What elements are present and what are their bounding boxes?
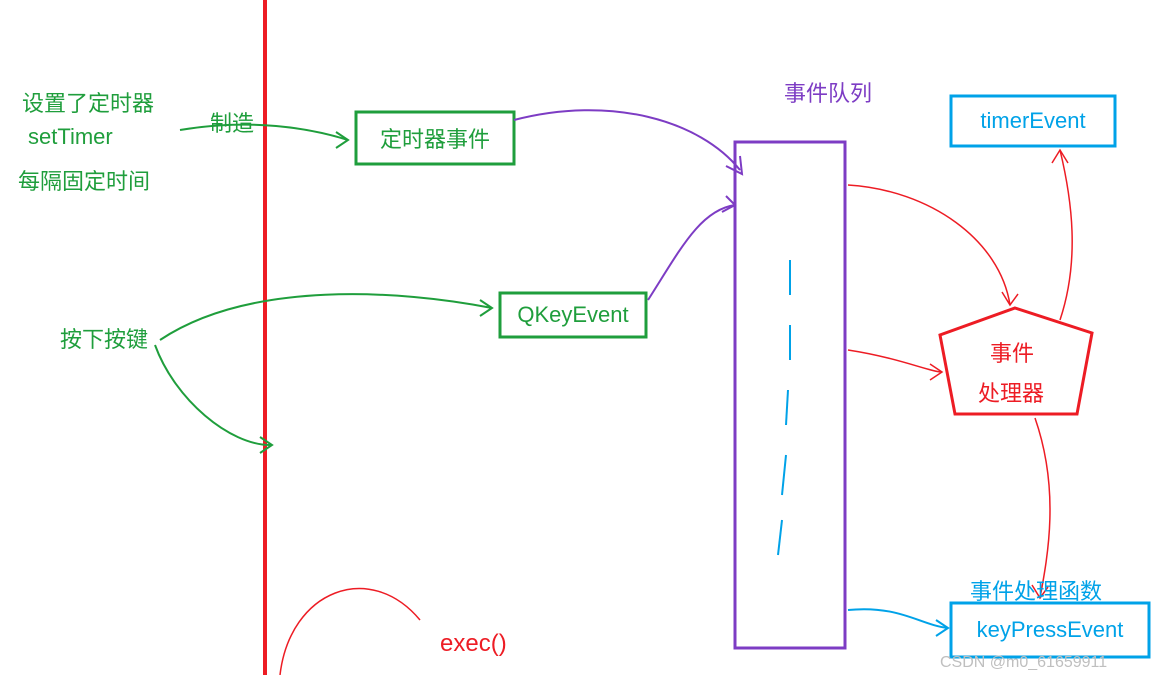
arrows [155, 110, 1072, 675]
keyPressEvent-box-text: keyPressEvent [951, 603, 1149, 657]
timer-event-box-text: 定时器事件 [356, 112, 514, 164]
label-set-timer-3: 每隔固定时间 [18, 164, 150, 196]
watermark: CSDN @m0_61659911 [940, 654, 1107, 672]
pentagon-text-2: 处理器 [978, 376, 1044, 408]
label-key-press: 按下按键 [60, 322, 148, 354]
pentagon-text-1: 事件 [990, 336, 1034, 368]
qkeyevent-box-text: QKeyEvent [500, 293, 646, 337]
label-set-timer-2: setTimer [28, 124, 113, 150]
queue-dash [778, 260, 790, 555]
label-event-queue: 事件队列 [784, 76, 872, 108]
timerEvent-box-text: timerEvent [951, 96, 1115, 146]
label-set-timer-1: 设置了定时器 [22, 86, 154, 118]
label-handler-fn: 事件处理函数 [970, 574, 1102, 606]
label-make: 制造 [210, 106, 254, 138]
event-queue-box [735, 142, 845, 648]
label-exec: exec() [440, 630, 507, 658]
